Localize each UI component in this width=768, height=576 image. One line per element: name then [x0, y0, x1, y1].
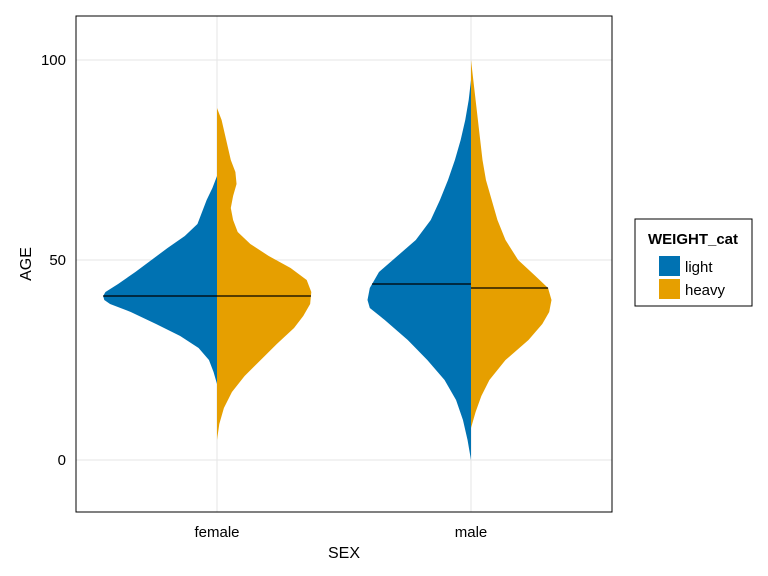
x-axis-title: SEX: [328, 545, 360, 562]
violin-light-male: [367, 80, 471, 460]
x-tick-label-female: female: [194, 524, 239, 541]
legend-swatch-light: [659, 256, 680, 276]
legend-label-light: light: [685, 259, 713, 276]
y-tick-label: 50: [49, 252, 66, 269]
legend-box: [634, 218, 753, 307]
y-tick-label: 0: [58, 452, 66, 469]
violin-light-female: [103, 176, 217, 384]
legend-title: WEIGHT_cat: [648, 231, 738, 248]
x-tick-label-male: male: [455, 524, 488, 541]
plot-frame: [75, 15, 613, 513]
median-lines: [103, 283, 549, 297]
violin-heavy-male: [471, 60, 552, 428]
y-tick-label: 100: [41, 52, 66, 69]
legend: WEIGHT_cat light heavy: [634, 218, 753, 307]
violin-bodies: [103, 60, 552, 460]
x-tick-labels: female male: [194, 524, 487, 541]
y-axis-title: AGE: [18, 247, 35, 281]
violin-heavy-female: [217, 108, 312, 440]
legend-label-heavy: heavy: [685, 282, 726, 299]
y-tick-labels: 0 50 100: [41, 52, 66, 469]
legend-swatch-heavy: [659, 279, 680, 299]
